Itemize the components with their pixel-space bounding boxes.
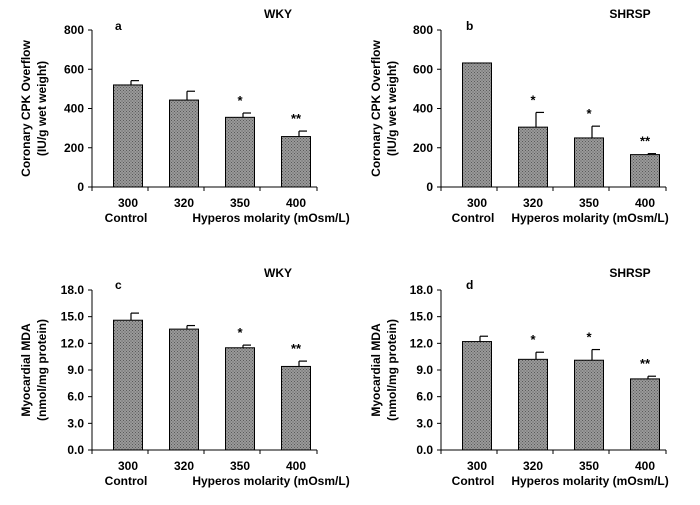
y-axis-label: Coronary CPK Overflow (IU/g wet weight)	[369, 39, 399, 176]
y-tick-label: 800	[413, 23, 433, 37]
y-tick-label: 3.0	[416, 416, 433, 430]
x-tick-label: 400	[635, 196, 655, 210]
bar-300	[462, 62, 492, 188]
panel-letter: b	[466, 19, 473, 33]
y-axis-label-line: (nmol/mg protein)	[385, 319, 399, 421]
x-tick-label: 300	[118, 196, 138, 210]
y-axis-label-line: Coronary CPK Overflow	[19, 39, 33, 176]
panel-c: 0.0 3.0 6.0 9.0 12.0 15.0 18.0 300 320 * 350 ** 400 C…	[19, 266, 350, 488]
x-tick-label: 350	[579, 459, 599, 473]
bar-320	[169, 328, 199, 451]
y-tick-label: 400	[413, 102, 433, 116]
x-tick-label: 350	[579, 196, 599, 210]
significance-mark: **	[640, 356, 651, 371]
panel-title: SHRSP	[609, 7, 650, 21]
bar-320	[169, 99, 199, 188]
bar-300	[113, 319, 143, 451]
y-tick-label: 15.0	[61, 310, 85, 324]
y-tick-label: 18.0	[61, 283, 85, 297]
x-tick-label: 350	[230, 196, 250, 210]
y-tick-label: 3.0	[67, 416, 84, 430]
y-tick-label: 200	[413, 141, 433, 155]
y-tick-label: 6.0	[67, 390, 84, 404]
panel-title: WKY	[264, 266, 292, 280]
x-tick-label: 400	[635, 459, 655, 473]
y-tick-label: 600	[64, 62, 84, 76]
y-tick-label: 0	[77, 180, 84, 194]
bar-320	[518, 358, 548, 451]
panel-title: WKY	[264, 7, 292, 21]
significance-mark: *	[586, 330, 592, 345]
significance-mark: **	[291, 341, 302, 356]
y-axis-label-line: (nmol/mg protein)	[35, 319, 49, 421]
panel-letter: c	[115, 278, 122, 292]
panel-a: 0 200 400 600 800 300 320 * 350 ** 400 Control Hyper…	[19, 7, 350, 225]
y-tick-label: 800	[64, 23, 84, 37]
y-tick-label: 600	[413, 62, 433, 76]
panel-b: 0 200 400 600 800 300 * 320 * 350 ** 400 Control Hype…	[369, 7, 669, 225]
x-label-hyperosmolarity: Hyperos molarity (mOsm/L)	[511, 474, 668, 488]
x-tick-label: 300	[467, 459, 487, 473]
y-axis-label-line: Coronary CPK Overflow	[369, 39, 383, 176]
significance-mark: **	[291, 111, 302, 126]
y-axis-label-line: Myocardial MDA	[19, 323, 33, 417]
panel-d: 0.0 3.0 6.0 9.0 12.0 15.0 18.0 300 * 320 * 350 ** 400…	[369, 266, 669, 488]
y-axis-label: Myocardial MDA (nmol/mg protein)	[369, 319, 399, 421]
panel-letter: d	[466, 278, 473, 292]
bar-400	[630, 154, 660, 188]
significance-mark: *	[586, 106, 592, 121]
x-label-hyperosmolarity: Hyperos molarity (mOsm/L)	[192, 474, 349, 488]
x-tick-label: 320	[174, 459, 194, 473]
bar-350	[574, 137, 604, 188]
y-tick-label: 9.0	[416, 363, 433, 377]
bar-350	[574, 359, 604, 451]
bar-300	[113, 84, 143, 188]
significance-mark: *	[530, 332, 536, 347]
y-tick-label: 0.0	[67, 443, 84, 457]
bar-300	[462, 341, 492, 451]
y-tick-label: 18.0	[410, 283, 434, 297]
x-tick-label: 400	[286, 196, 306, 210]
significance-mark: *	[237, 93, 243, 108]
significance-mark: **	[640, 134, 651, 149]
panel-letter: a	[115, 19, 122, 33]
y-tick-label: 12.0	[410, 336, 434, 350]
y-axis-label: Myocardial MDA (nmol/mg protein)	[19, 319, 49, 421]
significance-mark: *	[237, 325, 243, 340]
y-tick-label: 9.0	[67, 363, 84, 377]
bar-400	[281, 365, 311, 451]
y-axis-label-line: Myocardial MDA	[369, 323, 383, 417]
x-label-hyperosmolarity: Hyperos molarity (mOsm/L)	[192, 211, 349, 225]
y-tick-label: 12.0	[61, 336, 85, 350]
y-axis-label-line: (IU/g wet weight)	[385, 61, 399, 156]
bar-350	[225, 116, 255, 188]
panel-title: SHRSP	[609, 266, 650, 280]
bar-320	[518, 126, 548, 188]
y-tick-label: 0	[426, 180, 433, 194]
y-tick-label: 200	[64, 141, 84, 155]
x-tick-label: 400	[286, 459, 306, 473]
y-axis-label: Coronary CPK Overflow (IU/g wet weight)	[19, 39, 49, 176]
x-tick-label: 350	[230, 459, 250, 473]
significance-mark: *	[530, 92, 536, 107]
bar-400	[281, 136, 311, 188]
x-tick-label: 320	[523, 196, 543, 210]
x-tick-label: 300	[467, 196, 487, 210]
x-label-control: Control	[105, 474, 148, 488]
x-tick-label: 320	[523, 459, 543, 473]
x-tick-label: 300	[118, 459, 138, 473]
x-label-control: Control	[452, 474, 495, 488]
x-label-control: Control	[105, 211, 148, 225]
y-tick-label: 15.0	[410, 310, 434, 324]
bar-350	[225, 347, 255, 451]
y-tick-label: 0.0	[416, 443, 433, 457]
x-label-control: Control	[452, 211, 495, 225]
y-tick-label: 6.0	[416, 390, 433, 404]
y-axis-label-line: (IU/g wet weight)	[35, 61, 49, 156]
bar-400	[630, 378, 660, 451]
x-tick-label: 320	[174, 196, 194, 210]
y-tick-label: 400	[64, 102, 84, 116]
x-label-hyperosmolarity: Hyperos molarity (mOsm/L)	[511, 211, 668, 225]
